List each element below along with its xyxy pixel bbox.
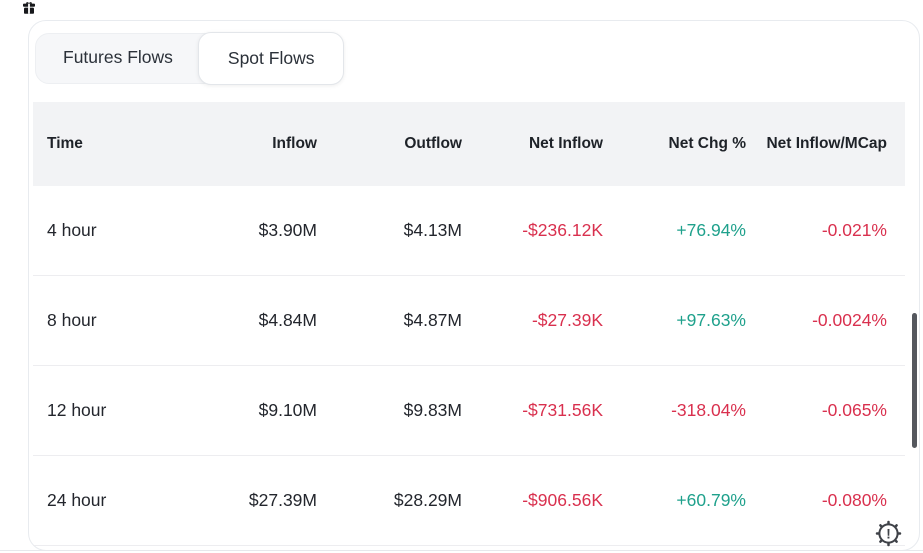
cell-net-inflow-mcap: -0.080% [821, 490, 887, 510]
spot-flows-table: Time Inflow Outflow Net Inflow Net Chg %… [33, 102, 905, 546]
flows-tab-switcher: Futures Flows Spot Flows [35, 32, 345, 85]
cell-net-inflow-mcap: -0.0024% [812, 310, 887, 330]
cell-inflow: $27.39M [248, 490, 317, 510]
cell-net-inflow: -$236.12K [522, 220, 603, 240]
cell-net-inflow-mcap: -0.021% [821, 220, 887, 240]
gear-alert-icon[interactable]: ! [875, 520, 902, 547]
col-header-inflow: Inflow [272, 135, 317, 152]
cell-inflow: $9.10M [258, 400, 317, 420]
tab-futures-flows[interactable]: Futures Flows [63, 47, 173, 67]
tab-spot-flows[interactable]: Spot Flows [197, 32, 345, 85]
cell-net-chg: -318.04% [671, 400, 746, 420]
cell-net-inflow: -$731.56K [522, 400, 603, 420]
col-header-net-chg: Net Chg % [668, 135, 747, 152]
flows-card: Futures Flows Spot Flows Time Inflow Out… [28, 20, 920, 551]
cell-net-inflow: -$906.56K [522, 490, 603, 510]
cell-outflow: $9.83M [403, 400, 462, 420]
table-row: 8 hour $4.84M $4.87M -$27.39K +97.63% -0… [33, 276, 905, 366]
cell-time: 4 hour [47, 220, 97, 240]
divider [0, 550, 923, 551]
gift-icon[interactable] [22, 1, 36, 14]
col-header-net-inflow-mcap: Net Inflow/MCap [766, 135, 887, 152]
cell-time: 12 hour [47, 400, 107, 420]
cell-inflow: $3.90M [258, 220, 317, 240]
cell-net-inflow-mcap: -0.065% [821, 400, 887, 420]
cell-net-chg: +60.79% [676, 490, 746, 510]
table-row: 24 hour $27.39M $28.29M -$906.56K +60.79… [33, 456, 905, 546]
cell-inflow: $4.84M [258, 310, 317, 330]
table-row: 4 hour $3.90M $4.13M -$236.12K +76.94% -… [33, 186, 905, 276]
col-header-outflow: Outflow [404, 135, 462, 152]
col-header-net-inflow: Net Inflow [528, 135, 603, 152]
cell-net-chg: +76.94% [676, 220, 746, 240]
scrollbar-thumb[interactable] [912, 313, 917, 448]
cell-outflow: $28.29M [393, 490, 462, 510]
table-header-row: Time Inflow Outflow Net Inflow Net Chg %… [33, 102, 905, 186]
svg-text:!: ! [886, 526, 891, 541]
cell-time: 8 hour [47, 310, 97, 330]
cell-time: 24 hour [47, 490, 107, 510]
col-header-time: Time [47, 135, 83, 152]
cell-outflow: $4.13M [403, 220, 462, 240]
table-row: 12 hour $9.10M $9.83M -$731.56K -318.04%… [33, 366, 905, 456]
cell-outflow: $4.87M [403, 310, 462, 330]
cell-net-inflow: -$27.39K [531, 310, 603, 330]
cell-net-chg: +97.63% [676, 310, 746, 330]
